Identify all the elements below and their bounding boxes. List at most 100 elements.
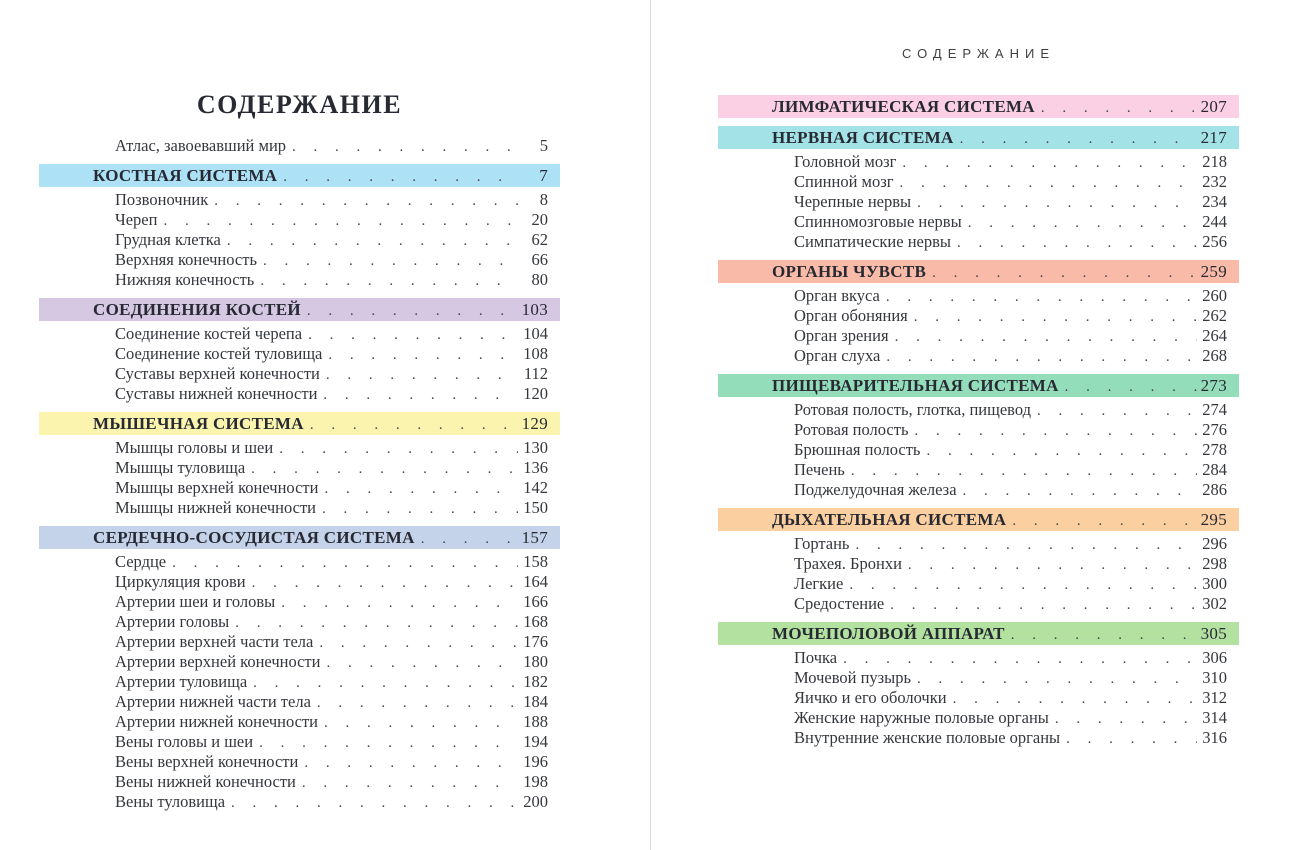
toc-entry: Артерии верхней конечности 180 [39,652,560,672]
dot-leader [320,365,518,385]
dot-leader [253,733,518,753]
toc-entry: Печень 284 [718,460,1239,480]
entry-label: Орган вкуса [794,286,880,305]
dot-leader [954,128,1197,151]
entry-label: Сердце [115,552,167,571]
entry-label: Мышцы нижней конечности [115,498,316,517]
dot-leader [1060,729,1197,749]
toc-entry: Женские наружные половые органы 314 [718,708,1239,728]
entry-label: Внутренние женские половые органы [794,728,1061,747]
section-title: ЛИМФАТИЧЕСКАЯ СИСТЕМА [772,97,1035,116]
toc-entry: Череп 20 [39,210,560,230]
entry-label: Грудная клетка [115,230,221,249]
toc-entry: Мочевой пузырь 310 [718,668,1239,688]
entry-label: Мышцы туловища [115,458,246,477]
page-number: 302 [1202,594,1227,613]
page-number: 112 [523,364,548,383]
entry-label: Мочевой пузырь [794,668,912,687]
page-left: СОДЕРЖАНИЕ Атлас, завоевавший мир 5 КОСТНА… [39,0,560,812]
dot-leader [311,693,518,713]
entry-label: Симпатические нервы [794,232,951,251]
page-number: 312 [1202,688,1227,707]
toc-entry: Мышцы головы и шеи 130 [39,438,560,458]
dot-leader [1031,401,1197,421]
entry-label: Печень [794,460,845,479]
toc-entry: Почка 306 [718,648,1239,668]
page-number: 286 [1202,480,1227,499]
page-number: 310 [1202,668,1227,687]
dot-leader [296,773,518,793]
entry-label: Соединение костей туловища [115,344,323,363]
dot-leader [911,669,1197,689]
page-number: 259 [1200,262,1227,281]
toc-entry: Черепные нервы 234 [718,192,1239,212]
page-number: 296 [1202,534,1227,553]
page-number: 136 [523,458,548,477]
dot-leader [304,414,518,437]
toc-entry: Артерии нижней конечности 188 [39,712,560,732]
toc-entry: Мышцы нижней конечности 150 [39,498,560,518]
entry-label: Суставы нижней конечности [115,384,318,403]
toc-section-heading: МОЧЕПОЛОВОЙ АППАРАТ 305 [718,622,1239,645]
page-number: 262 [1202,306,1227,325]
entry-label: Трахея. Бронхи [794,554,902,573]
toc-entry: Сердце 158 [39,552,560,572]
entry-label: Артерии шеи и головы [115,592,276,611]
toc-entry: Поджелудочная железа 286 [718,480,1239,500]
toc-entry: Грудная клетка 62 [39,230,560,250]
page-number: 142 [523,478,548,497]
toc-entry: Соединение костей черепа 104 [39,324,560,344]
page-number: 314 [1202,708,1227,727]
dot-leader [889,327,1197,347]
page-number: 298 [1202,554,1227,573]
page-number: 7 [539,166,548,185]
dot-leader [908,307,1197,327]
dot-leader [317,385,518,405]
entry-label: Артерии нижней конечности [115,712,319,731]
entry-label: Средостение [794,594,885,613]
toc-entry: Атлас, завоевавший мир 5 [39,136,560,156]
toc-entry: Позвоночник 8 [39,190,560,210]
dot-leader [1005,624,1197,647]
page-number: 268 [1202,346,1227,365]
page-number: 8 [539,190,548,209]
page-number: 157 [521,528,548,547]
dot-leader [894,173,1197,193]
entry-label: Суставы верхней конечности [115,364,320,383]
entry-label: Женские наружные половые органы [794,708,1049,727]
page-number: 273 [1200,376,1227,395]
toc-section-heading: ОРГАНЫ ЧУВСТВ 259 [718,260,1239,283]
page-number: 120 [523,384,548,403]
toc-section-heading: СОЕДИНЕНИЯ КОСТЕЙ 103 [39,298,560,321]
dot-leader [298,753,518,773]
page-number: 300 [1202,574,1227,593]
dot-leader [247,673,518,693]
toc-entry: Внутренние женские половые органы 316 [718,728,1239,748]
dot-leader [1035,97,1197,120]
dot-leader [1059,376,1197,399]
page-number: 180 [523,652,548,671]
entry-label: Спинной мозг [794,172,894,191]
toc-entry: Легкие 300 [718,574,1239,594]
entry-label: Вены нижней конечности [115,772,296,791]
entry-label: Череп [115,210,158,229]
toc-entry: Спинномозговые нервы 244 [718,212,1239,232]
page-number: 20 [531,210,549,229]
page-number: 150 [523,498,548,517]
page-number: 232 [1202,172,1227,191]
dot-leader [962,213,1197,233]
toc-section-heading: ДЫХАТЕЛЬНАЯ СИСТЕМА 295 [718,508,1239,531]
entry-label: Головной мозг [794,152,897,171]
page-number: 218 [1202,152,1227,171]
dot-leader [301,300,518,323]
page-number: 104 [523,324,548,343]
dot-leader [302,325,518,345]
page-number: 130 [523,438,548,457]
entry-label: Нижняя конечность [115,270,255,289]
page-number: 80 [531,270,549,289]
dot-leader [911,193,1197,213]
entry-label: Почка [794,648,838,667]
page-right: СОДЕРЖАНИЕ ЛИМФАТИЧЕСКАЯ СИСТЕМА 207 НЕРВН… [718,0,1239,748]
toc-entry: Ротовая полость 276 [718,420,1239,440]
